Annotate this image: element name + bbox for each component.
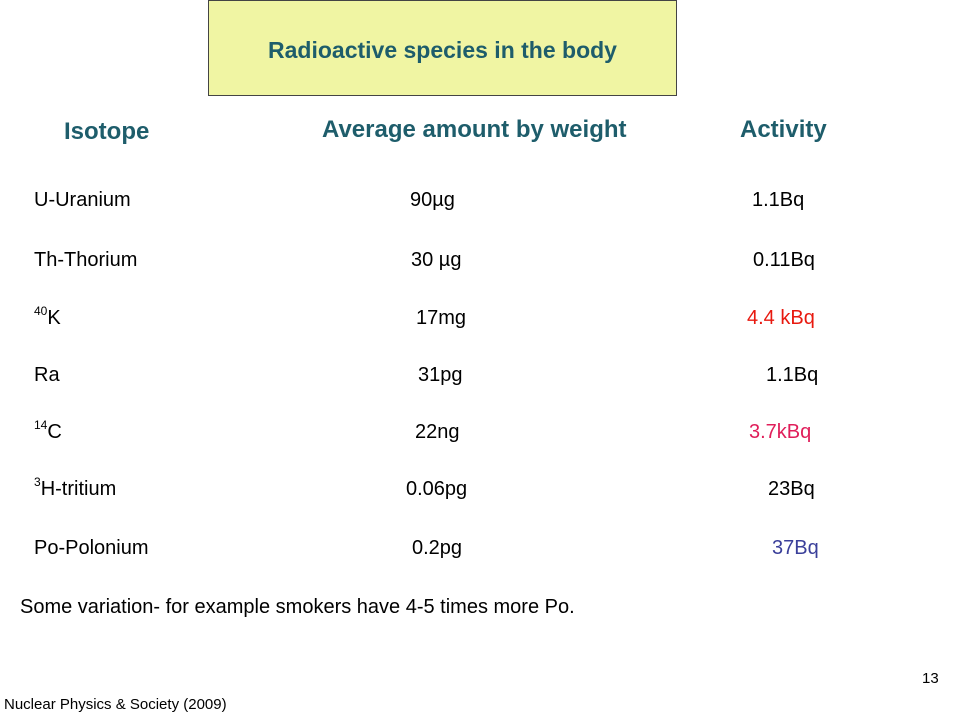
table-row: 14C 22ng 3.7kBq xyxy=(0,417,960,447)
mass-number: 40 xyxy=(34,304,48,318)
slide-title: Radioactive species in the body xyxy=(268,36,617,63)
table-row: Th-Thorium 30 µg 0.11Bq xyxy=(0,245,960,275)
amount-cell: 0.2pg xyxy=(412,537,463,559)
activity-cell: 37Bq xyxy=(772,537,819,559)
activity-cell: 3.7kBq xyxy=(749,421,812,443)
isotope-cell: 14C xyxy=(34,417,62,447)
amount-cell: 30 µg xyxy=(411,249,462,271)
header-amount: Average amount by weight xyxy=(322,116,627,143)
amount-cell: 31pg xyxy=(418,364,463,386)
isotope-name: H-tritium xyxy=(40,478,117,500)
activity-cell: 0.11Bq xyxy=(753,249,815,271)
isotope-cell: Po-Polonium xyxy=(34,533,149,563)
header-activity: Activity xyxy=(740,116,827,143)
amount-cell: 22ng xyxy=(415,421,460,443)
footnote-text: Some variation- for example smokers have… xyxy=(20,596,575,618)
activity-cell: 23Bq xyxy=(768,478,815,500)
source-footer: Nuclear Physics & Society (2009) xyxy=(4,696,227,713)
page-number: 13 xyxy=(922,670,939,687)
table-row: Ra 31pg 1.1Bq xyxy=(0,360,960,390)
table-row: Po-Polonium 0.2pg 37Bq xyxy=(0,533,960,563)
amount-cell: 0.06pg xyxy=(406,478,468,500)
isotope-name: K xyxy=(47,307,61,329)
isotope-name: U-Uranium xyxy=(34,189,131,211)
activity-cell: 1.1Bq xyxy=(752,189,805,211)
amount-cell: 17mg xyxy=(416,307,467,329)
isotope-name: Po-Polonium xyxy=(34,537,149,559)
isotope-cell: 3H-tritium xyxy=(34,474,116,504)
amount-cell: 90µg xyxy=(410,189,455,211)
activity-cell: 4.4 kBq xyxy=(747,307,815,329)
isotope-name: C xyxy=(47,421,62,443)
isotope-cell: Ra xyxy=(34,360,60,390)
table-row: 40K 17mg 4.4 kBq xyxy=(0,303,960,333)
header-isotope: Isotope xyxy=(64,118,150,145)
isotope-cell: Th-Thorium xyxy=(34,245,137,275)
isotope-cell: 40K xyxy=(34,303,61,333)
mass-number: 3 xyxy=(34,475,41,489)
isotope-name: Th-Thorium xyxy=(34,249,138,271)
table-row: U-Uranium 90µg 1.1Bq xyxy=(0,185,960,215)
table-row: 3H-tritium 0.06pg 23Bq xyxy=(0,474,960,504)
activity-cell: 1.1Bq xyxy=(766,364,819,386)
slide-title-box: Radioactive species in the body xyxy=(208,0,677,96)
isotope-cell: U-Uranium xyxy=(34,185,131,215)
mass-number: 14 xyxy=(34,418,48,432)
isotope-name: Ra xyxy=(34,364,60,386)
